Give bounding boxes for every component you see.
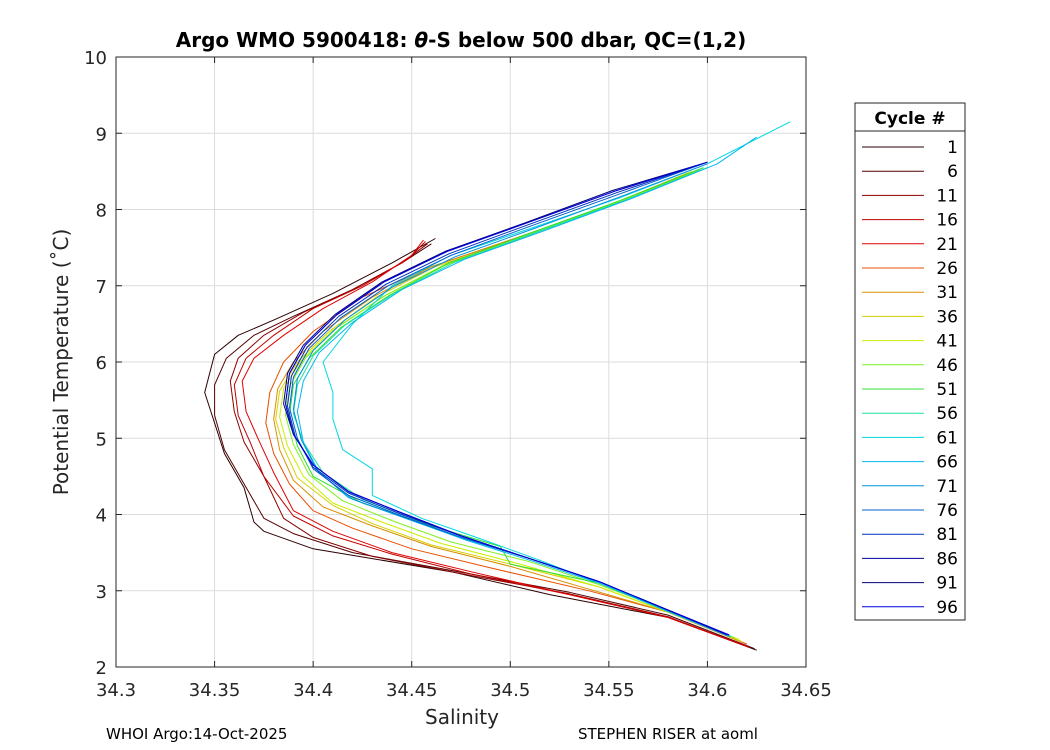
y-tick-label: 4: [96, 506, 107, 527]
y-tick-label: 3: [96, 582, 107, 603]
series-line-cycle-36: [275, 170, 742, 642]
x-tick-label: 34.65: [780, 680, 832, 701]
x-tick-label: 34.6: [687, 680, 727, 701]
series-line-cycle-1: [204, 238, 757, 651]
legend-label-cycle-1: 1: [947, 138, 958, 158]
legend-label-cycle-26: 26: [936, 259, 958, 279]
footer-right: STEPHEN RISER at aoml: [578, 725, 758, 743]
x-tick-label: 34.3: [96, 680, 136, 701]
series-line-cycle-61: [322, 121, 791, 637]
x-tick-label: 34.45: [386, 680, 438, 701]
legend-label-cycle-71: 71: [936, 477, 958, 497]
legend-label-cycle-81: 81: [936, 525, 958, 545]
legend-label-cycle-66: 66: [936, 453, 958, 473]
x-tick-label: 34.4: [293, 680, 333, 701]
legend-label-cycle-76: 76: [936, 501, 958, 521]
y-tick-label: 7: [96, 277, 107, 298]
y-tick-label: 10: [84, 48, 107, 69]
series-line-cycle-96: [285, 161, 730, 636]
x-axis-label: Salinity: [425, 705, 499, 729]
x-tick-label: 34.55: [583, 680, 635, 701]
series-line-cycle-16: [233, 241, 749, 648]
series-line-cycle-66: [296, 136, 757, 637]
legend-label-cycle-41: 41: [936, 332, 958, 352]
legend-label-cycle-61: 61: [936, 428, 958, 448]
footer-left: WHOI Argo:14-Oct-2025: [106, 725, 288, 743]
legend-label-cycle-16: 16: [936, 211, 958, 231]
legend-label-cycle-86: 86: [936, 549, 958, 569]
legend: Cycle # 16111621263136414651566166717681…: [854, 102, 966, 621]
x-tick-label: 34.5: [490, 680, 530, 701]
y-tick-label: 5: [96, 429, 107, 450]
legend-label-cycle-31: 31: [936, 283, 958, 303]
y-tick-label: 6: [96, 353, 107, 374]
legend-label-cycle-46: 46: [936, 356, 958, 376]
x-tick-label: 34.35: [189, 680, 241, 701]
legend-title: Cycle #: [874, 109, 945, 129]
y-axis-label: Potential Temperature (˚C): [49, 229, 73, 496]
y-tick-label: 9: [96, 124, 107, 145]
chart-title: Argo WMO 5900418: θ-S below 500 dbar, QC…: [176, 28, 746, 52]
y-tick-label: 8: [96, 201, 107, 222]
legend-label-cycle-51: 51: [936, 380, 958, 400]
series-line-cycle-21: [241, 239, 748, 647]
legend-label-cycle-6: 6: [947, 162, 958, 182]
legend-label-cycle-21: 21: [936, 235, 958, 255]
legend-label-cycle-96: 96: [936, 598, 958, 618]
legend-label-cycle-56: 56: [936, 404, 958, 424]
series-line-cycle-11: [229, 243, 751, 649]
legend-label-cycle-11: 11: [936, 186, 958, 206]
axis-ticks: 34.3 34.35 34.4 34.45 34.5 34.55 34.6 34.65 2 3 4 5…: [84, 48, 832, 701]
legend-label-cycle-91: 91: [936, 574, 958, 594]
y-tick-label: 2: [96, 658, 107, 679]
legend-label-cycle-36: 36: [936, 307, 958, 327]
series-layer: [204, 121, 791, 651]
